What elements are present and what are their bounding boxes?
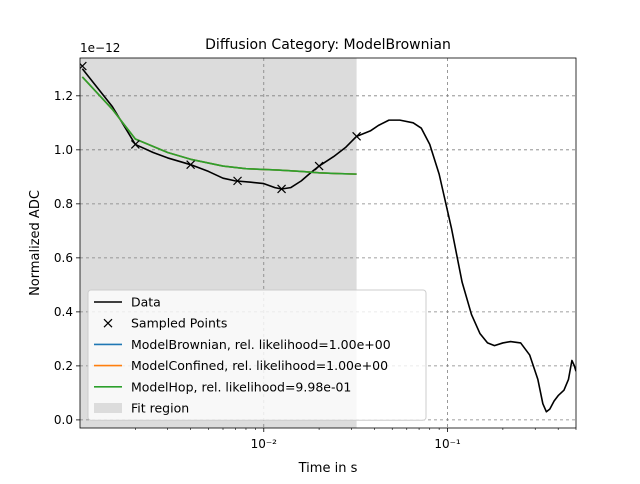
legend-box	[87, 289, 427, 421]
legend-label: Data	[131, 295, 161, 310]
legend-patch-swatch	[94, 403, 122, 413]
y-tick-label: 0.8	[54, 197, 73, 211]
sampled-point-marker	[277, 184, 287, 194]
marker-stroke	[130, 139, 140, 149]
marker-stroke	[277, 184, 287, 194]
sampled-point-marker	[314, 161, 324, 171]
sampled-point-marker	[186, 160, 196, 170]
y-tick-label: 0.0	[54, 413, 73, 427]
y-axis-label: Normalized ADC	[28, 190, 43, 296]
x-tick-label: 10⁻²	[251, 437, 278, 451]
marker-stroke	[314, 161, 324, 171]
x-axis-label: Time in s	[298, 461, 358, 476]
chart-title: Diffusion Category: ModelBrownian	[205, 37, 451, 53]
marker-stroke	[186, 160, 196, 170]
sampled-point-marker	[130, 139, 140, 149]
legend-x-marker	[103, 318, 113, 328]
marker-stroke	[352, 131, 362, 141]
legend: Data Sampled Points ModelBrownian, rel. li…	[87, 289, 427, 421]
y-tick-label: 0.2	[54, 359, 73, 373]
axes-frame	[79, 57, 577, 429]
legend-label: ModelHop, rel. likelihood=9.98e-01	[131, 379, 351, 394]
legend-label: Sampled Points	[131, 316, 227, 331]
series-line	[81, 76, 357, 175]
marker-stroke	[80, 61, 87, 70]
legend-label: ModelConfined, rel. likelihood=1.00e+00	[131, 358, 388, 373]
y-tick-label: 0.4	[54, 305, 73, 319]
y-tick-label: 1.2	[54, 89, 73, 103]
y-multiplier: 1e−12	[80, 41, 120, 55]
y-tick-label: 1.0	[54, 143, 73, 157]
marker-stroke	[233, 176, 242, 186]
legend-label: Fit region	[131, 401, 189, 416]
sampled-point-marker	[80, 61, 87, 71]
legend-label: ModelBrownian, rel. likelihood=1.00e+00	[131, 337, 391, 352]
sampled-point-marker	[352, 131, 362, 141]
x-tick-label: 10⁻¹	[434, 437, 461, 451]
series-lines	[81, 68, 576, 413]
sampled-point-marker	[233, 176, 242, 186]
y-tick-label: 0.6	[54, 251, 73, 265]
series-line	[81, 68, 576, 413]
